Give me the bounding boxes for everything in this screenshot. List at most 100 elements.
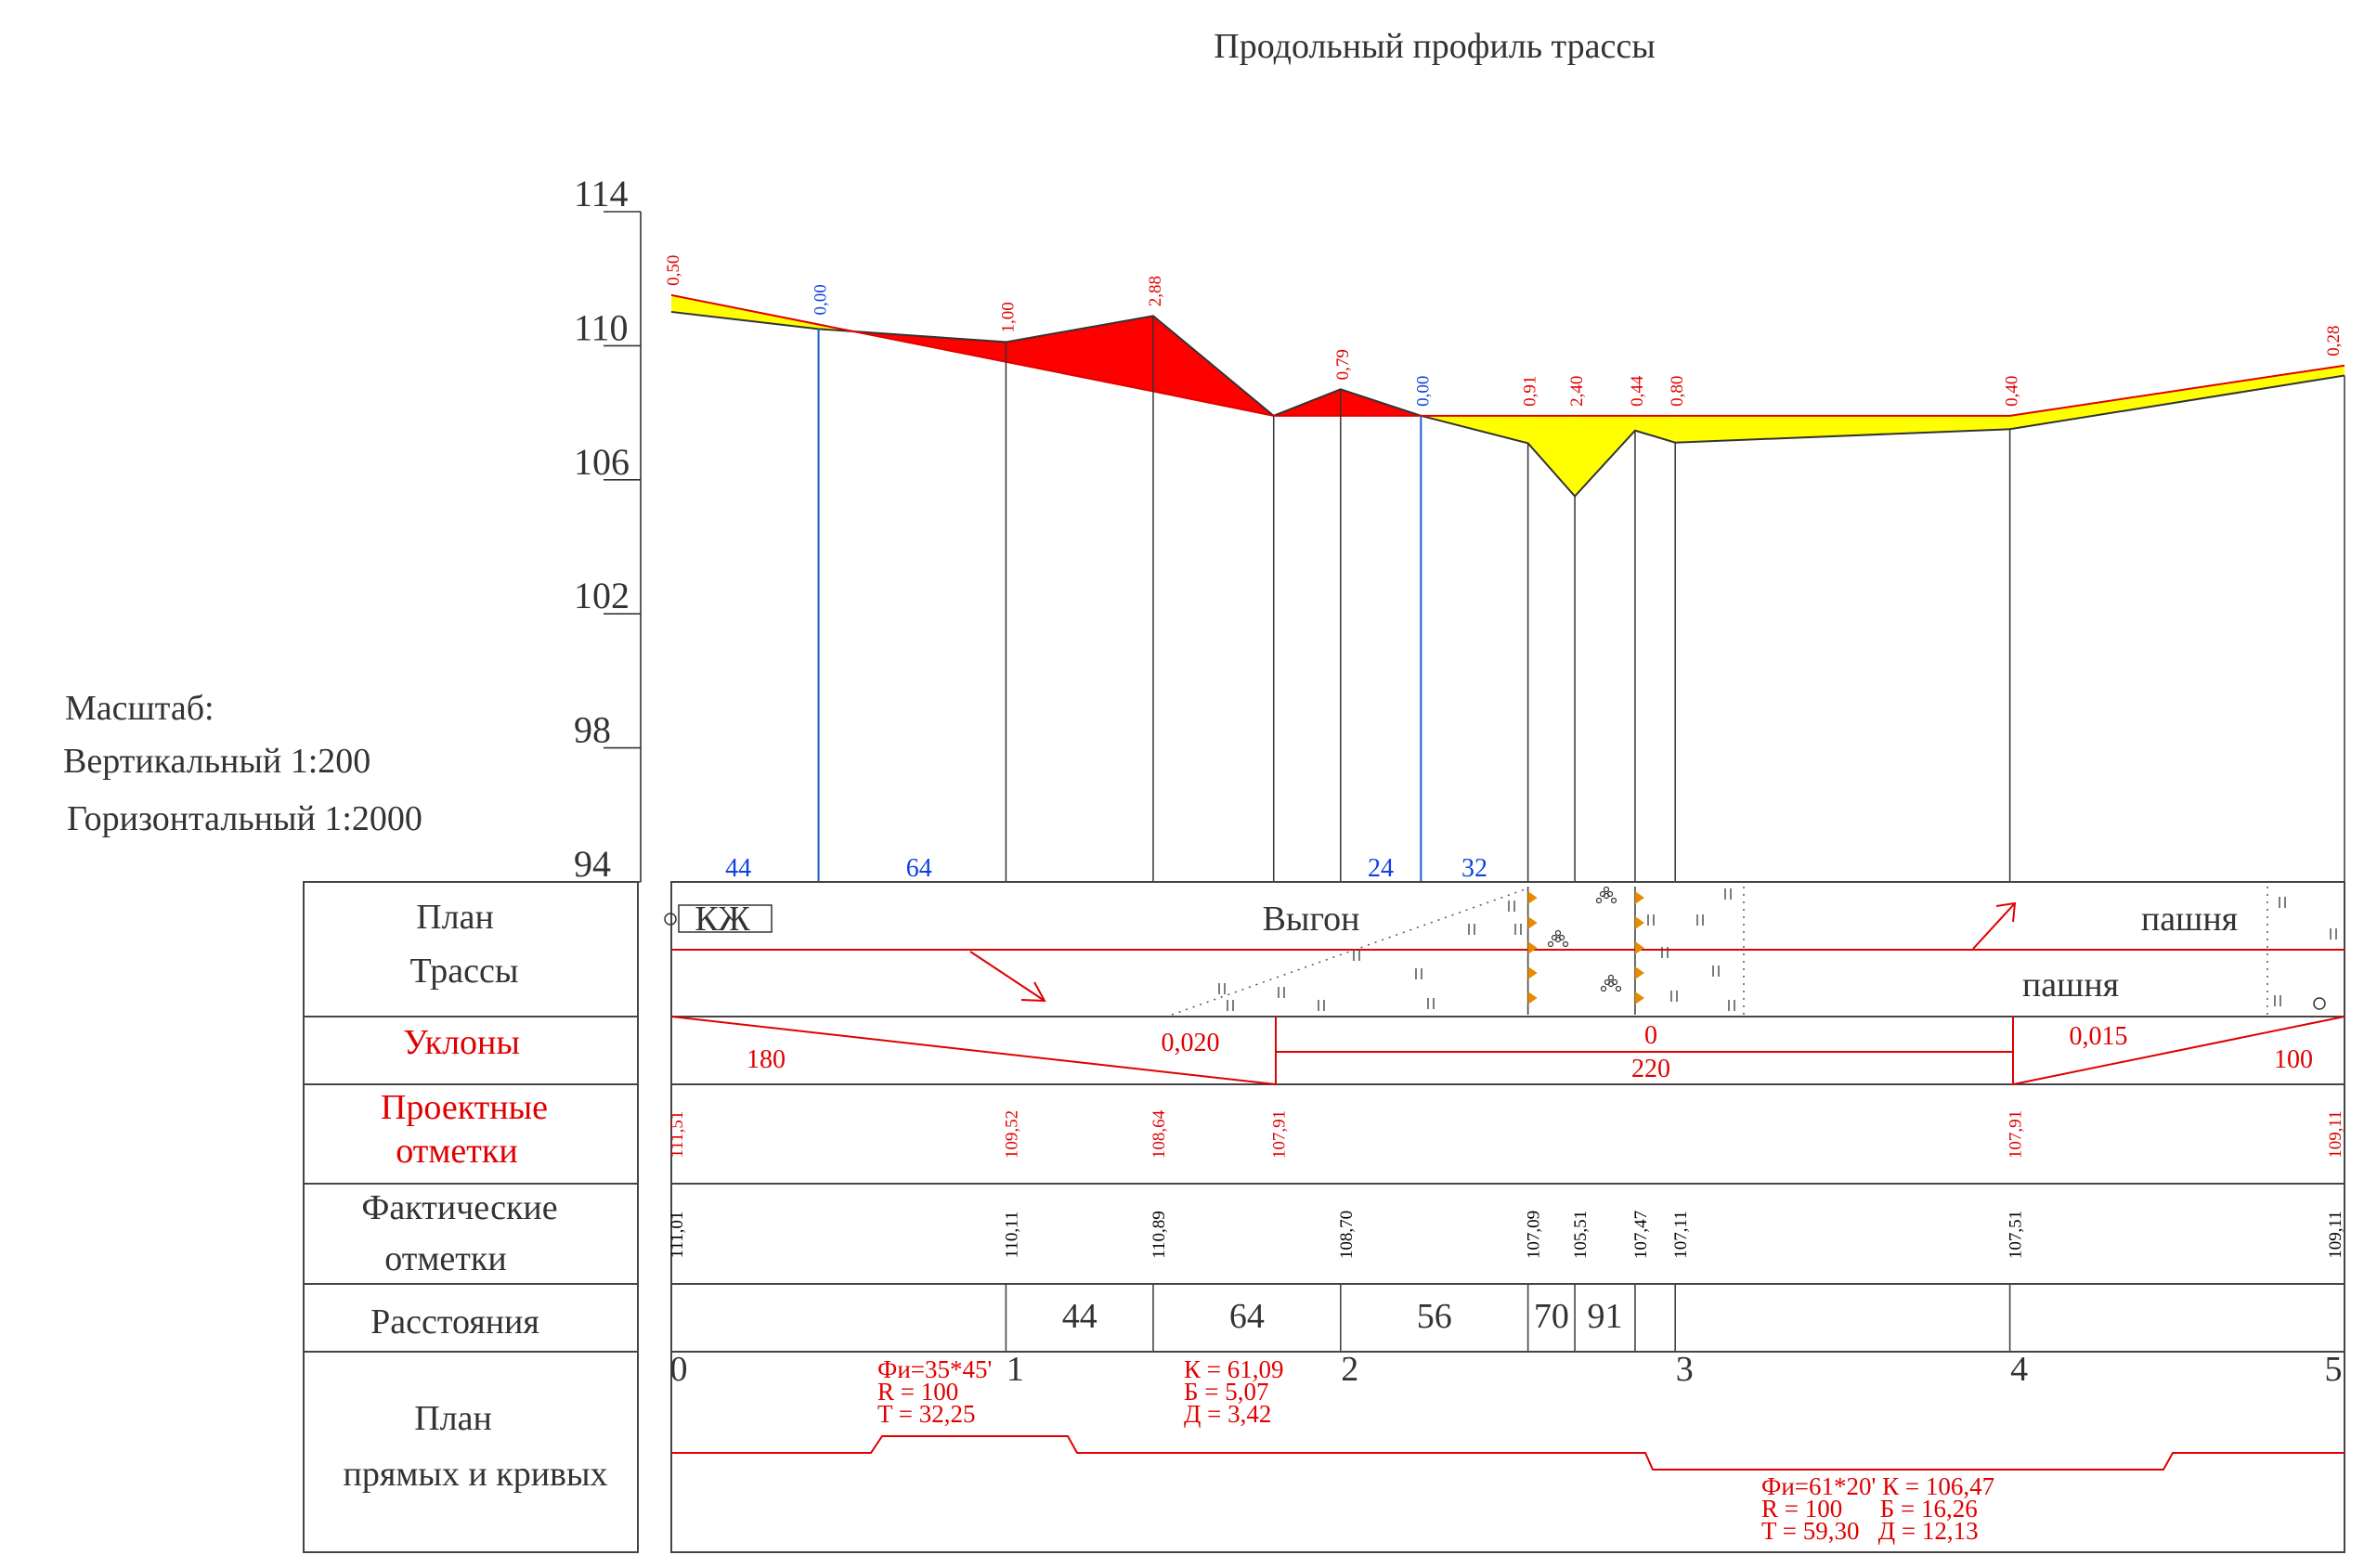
scale-legend: Масштаб: Вертикальный 1:200 Горизонтальн… (63, 689, 422, 838)
ravine-triangle-icon (1634, 916, 1644, 929)
shrub-dot (1562, 940, 1569, 948)
ravine-triangle-icon (1527, 966, 1538, 979)
ravine-triangle-icon (1527, 991, 1538, 1004)
table-left-frame (303, 881, 639, 1553)
row-uklony: Уклоны (403, 1023, 520, 1062)
ravine-triangle-icon (1634, 966, 1644, 979)
plan-vygon: Выгон (1263, 900, 1360, 939)
row-plan-trassy-2: Трассы (410, 952, 519, 991)
curve-1-t: T = 32,25 (877, 1400, 975, 1428)
shrub-dot (1615, 985, 1622, 992)
distance-value: 56 (1417, 1297, 1452, 1336)
profile-area: 0,50 0,00 1,00 2,88 0,79 0,00 0,91 2,40 0,44 0,80… (664, 255, 2345, 883)
slopes-row (670, 1016, 2345, 1085)
distance-value: 64 (1229, 1297, 1265, 1336)
curve-1-b: Б = 5,07 (1184, 1378, 1268, 1406)
elevation-label: 108,70 (1337, 1211, 1357, 1259)
work-mark-label: 0,79 (1333, 349, 1353, 380)
row-proektnye-1: Проектные (381, 1088, 548, 1127)
curve-2-line-2: R = 100 Б = 16,26 (1761, 1495, 1978, 1523)
curve-1-k: К = 61,09 (1184, 1355, 1284, 1383)
row-headers: План Трассы Уклоны Проектные отметки Фак… (344, 898, 608, 1494)
curve-1-d: Д = 3,42 (1184, 1400, 1271, 1428)
elevation-label: 107,51 (2007, 1211, 2026, 1259)
fill-area (1675, 415, 2010, 443)
elevation-label: 109,11 (2326, 1211, 2345, 1259)
curve-1-params: Фи=35*45' R = 100 T = 32,25 (877, 1355, 992, 1428)
cut-area (1006, 316, 1153, 392)
zero-distance-label: 24 (1368, 854, 1394, 883)
curve-1-extra: К = 61,09 Б = 5,07 Д = 3,42 (1184, 1355, 1284, 1428)
fill-area (1575, 415, 1635, 497)
elevation-label: 107,09 (1525, 1211, 1544, 1259)
y-tick-label: 98 (574, 709, 611, 751)
work-mark-label: 0,80 (1668, 376, 1687, 407)
row-plan-pryamyh-2: прямых и кривых (344, 1455, 608, 1494)
slope-1-length: 180 (747, 1045, 786, 1074)
row-rasstoyaniya: Расстояния (370, 1302, 539, 1341)
distances-row: 44 64 56 70 91 (1005, 1284, 2011, 1352)
elevation-axis: 114 110 106 102 98 94 (574, 173, 642, 885)
ravine-triangle-icon (1634, 891, 1644, 904)
picket-number: 4 (2010, 1350, 2028, 1389)
work-mark-label: 2,88 (1146, 276, 1165, 306)
shrub-dot (1595, 897, 1603, 904)
zero-distance-label: 32 (1461, 854, 1487, 883)
y-tick-label: 114 (574, 173, 629, 214)
shrub-dot (1610, 897, 1617, 904)
ravine-triangle-icon (1527, 941, 1538, 954)
shrub-dot (1604, 978, 1611, 986)
work-mark-label: 0,91 (1521, 376, 1540, 407)
shrub-dot (1600, 985, 1607, 992)
ravine-triangle-icon (1634, 991, 1644, 1004)
drawing-title: Продольный профиль трассы (1214, 27, 1655, 66)
picket-number: 3 (1676, 1350, 1694, 1389)
curve-1-phi: Фи=35*45' (877, 1355, 992, 1383)
elevation-label: 107,11 (1671, 1211, 1691, 1259)
shrub-dot (1606, 890, 1614, 898)
work-mark-label: 0,00 (812, 284, 831, 315)
work-mark-label: 1,00 (998, 302, 1018, 332)
actual-elevations-row: 111,01 110,11 110,89 108,70 107,09 105,51 107,… (668, 1211, 2345, 1259)
meadow-marks (1218, 888, 2337, 1011)
picket-number: 1 (1007, 1350, 1024, 1389)
picket-number: 2 (1341, 1350, 1358, 1389)
kzh-building-symbol (678, 904, 773, 933)
slope-3-length: 100 (2274, 1045, 2313, 1074)
zero-distance-label: 44 (725, 854, 751, 883)
curve-2-line-1: Фи=61*20' К = 106,47 (1761, 1472, 1994, 1500)
y-tick-label: 94 (574, 843, 611, 885)
curve-2-params: Фи=61*20' К = 106,47 R = 100 Б = 16,26 T… (1761, 1472, 1994, 1545)
y-tick-label: 106 (574, 441, 630, 483)
elevation-label: 109,52 (1002, 1110, 1021, 1159)
distance-value: 91 (1588, 1297, 1623, 1336)
row-fakticheskie-1: Фактические (361, 1188, 557, 1227)
scale-heading: Масштаб: (65, 689, 214, 728)
picket-number: 0 (670, 1350, 688, 1389)
row-fakticheskie-2: отметки (384, 1239, 506, 1278)
fill-area (2009, 365, 2345, 430)
scale-vertical: Вертикальный 1:200 (63, 742, 370, 781)
ravine-triangle-icon (1527, 916, 1538, 929)
work-mark-label: 0,00 (1413, 376, 1433, 407)
work-mark-label: 0,40 (2003, 376, 2022, 407)
elevation-label: 110,89 (1150, 1211, 1169, 1259)
route-plan-row: КЖ Выгон пашня пашня (664, 886, 2345, 1016)
shrub-dot (1607, 974, 1615, 981)
slope-2-length: 220 (1631, 1055, 1670, 1083)
elevation-label: 110,11 (1002, 1212, 1021, 1259)
plan-kzh: КЖ (695, 900, 750, 939)
distance-value: 44 (1062, 1297, 1098, 1336)
shrub-dot (1551, 934, 1558, 941)
elevation-label: 108,64 (1150, 1109, 1169, 1159)
elevation-label: 111,01 (668, 1212, 687, 1259)
fill-area (1527, 415, 1576, 497)
slope-3-grade: 0,015 (2070, 1022, 2128, 1051)
fill-area (1634, 415, 1676, 443)
work-mark-label: 0,44 (1628, 375, 1647, 407)
shrub-dot (1603, 886, 1610, 893)
plan-pashnya-2: пашня (2022, 965, 2119, 1004)
elevation-label: 107,47 (1631, 1211, 1651, 1259)
shrub-dot (1611, 978, 1618, 986)
